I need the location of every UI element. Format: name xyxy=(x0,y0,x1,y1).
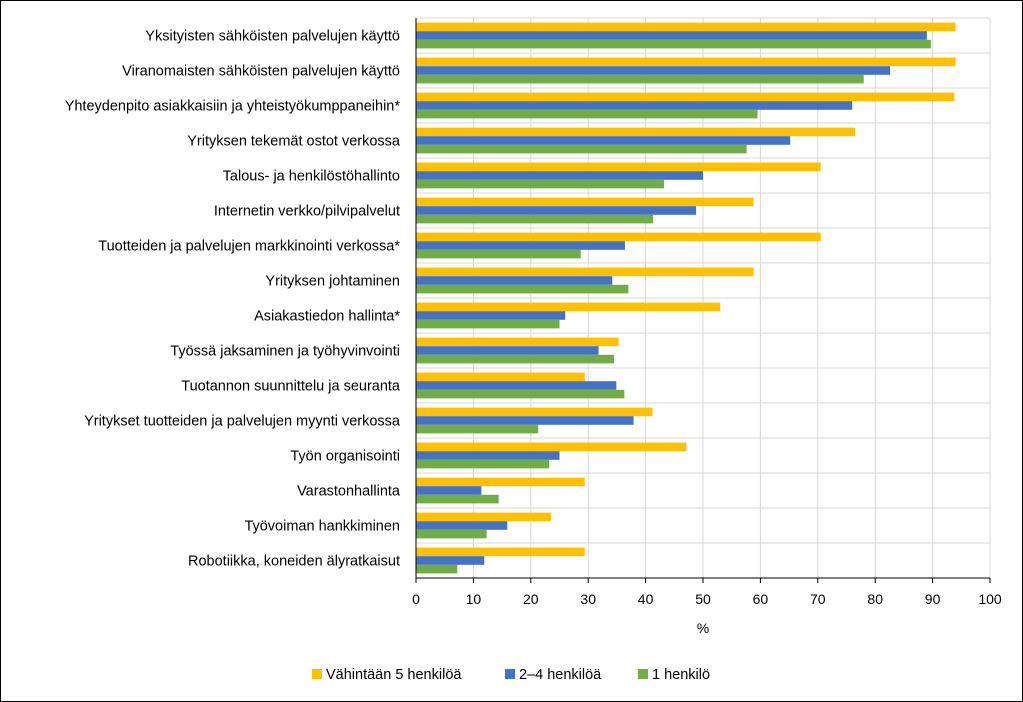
bar-2-7 xyxy=(416,241,625,250)
bar-1-6 xyxy=(416,197,754,207)
bar-2-9 xyxy=(416,311,566,320)
bar-1-5 xyxy=(416,162,821,172)
legend-swatch xyxy=(638,669,648,679)
bar-3-9 xyxy=(416,319,560,329)
bar-1-16 xyxy=(416,547,585,557)
bar-2-12 xyxy=(416,416,634,425)
x-tick-label: 20 xyxy=(523,591,539,607)
bar-3-15 xyxy=(416,529,487,539)
bar-3-2 xyxy=(416,74,864,84)
bar-3-4 xyxy=(416,144,747,154)
bar-2-14 xyxy=(416,486,482,495)
legend-item-3: 1 henkilö xyxy=(638,667,710,683)
category-label: Talous- ja henkilöstöhallinto xyxy=(223,169,400,185)
x-tick-label: 80 xyxy=(867,591,883,607)
legend-label: 2–4 henkilöä xyxy=(519,667,602,683)
category-label: Työvoiman hankkiminen xyxy=(244,519,400,535)
category-label: Yksityisten sähköisten palvelujen käyttö xyxy=(145,29,400,45)
bar-1-3 xyxy=(416,92,955,102)
category-label: Robotiikka, koneiden älyratkaisut xyxy=(188,554,400,570)
category-label: Tuotannon suunnittelu ja seuranta xyxy=(181,379,401,395)
bars xyxy=(416,22,956,574)
category-label: Yritykset tuotteiden ja palvelujen myynt… xyxy=(84,414,401,430)
category-label: Asiakastiedon hallinta* xyxy=(254,309,400,325)
bar-3-1 xyxy=(416,39,931,49)
bar-1-15 xyxy=(416,512,551,522)
bar-1-12 xyxy=(416,407,653,417)
category-labels: Yksityisten sähköisten palvelujen käyttö… xyxy=(65,29,401,570)
bar-2-10 xyxy=(416,346,599,355)
bar-3-11 xyxy=(416,389,625,399)
x-tick-label: 0 xyxy=(412,591,420,607)
category-label: Yrityksen johtaminen xyxy=(265,274,400,290)
bar-2-4 xyxy=(416,136,791,145)
legend: Vähintään 5 henkilöä 2–4 henkilöä 1 henkil… xyxy=(312,667,710,683)
bar-1-10 xyxy=(416,337,619,347)
bar-1-13 xyxy=(416,442,687,452)
bar-2-6 xyxy=(416,206,697,215)
x-tick-label: 60 xyxy=(753,591,769,607)
bar-3-5 xyxy=(416,179,664,189)
bar-2-8 xyxy=(416,276,613,285)
x-tick-label: 30 xyxy=(580,591,596,607)
bar-2-15 xyxy=(416,521,508,530)
axes xyxy=(415,18,991,583)
category-label: Viranomaisten sähköisten palvelujen käyt… xyxy=(122,64,400,80)
category-label: Internetin verkko/pilvipalvelut xyxy=(214,204,400,220)
bar-1-2 xyxy=(416,57,956,67)
bar-2-2 xyxy=(416,66,891,75)
category-label: Varastonhallinta xyxy=(297,484,401,500)
bar-3-6 xyxy=(416,214,654,224)
bar-3-7 xyxy=(416,249,581,259)
legend-swatch xyxy=(505,669,515,679)
category-label: Yrityksen tekemät ostot verkossa xyxy=(187,134,401,150)
bar-2-11 xyxy=(416,381,617,390)
legend-label: Vähintään 5 henkilöä xyxy=(326,667,462,683)
bar-3-3 xyxy=(416,109,758,119)
bar-2-13 xyxy=(416,451,560,460)
bar-3-14 xyxy=(416,494,499,504)
x-tick-label: 70 xyxy=(810,591,826,607)
x-axis-title: % xyxy=(697,620,709,636)
bar-1-4 xyxy=(416,127,856,137)
x-tick-labels: 0 10 20 30 40 50 60 70 80 90 100 xyxy=(412,591,1002,607)
bar-1-9 xyxy=(416,302,721,312)
legend-swatch xyxy=(312,669,322,679)
bar-3-16 xyxy=(416,564,458,574)
bar-1-7 xyxy=(416,232,821,242)
x-tick-label: 50 xyxy=(695,591,711,607)
x-tick-label: 100 xyxy=(978,591,1002,607)
x-tick-label: 10 xyxy=(466,591,482,607)
bar-1-11 xyxy=(416,372,585,382)
x-tick-label: 90 xyxy=(925,591,941,607)
category-label: Yhteydenpito asiakkaisiin ja yhteistyöku… xyxy=(65,99,401,115)
category-label: Työssä jaksaminen ja työhyvinvointi xyxy=(170,344,400,360)
legend-item-2: 2–4 henkilöä xyxy=(505,667,602,683)
legend-label: 1 henkilö xyxy=(652,667,710,683)
bar-3-10 xyxy=(416,354,615,364)
bar-3-13 xyxy=(416,459,550,469)
bar-2-1 xyxy=(416,31,927,40)
legend-item-1: Vähintään 5 henkilöä xyxy=(312,667,462,683)
bar-2-3 xyxy=(416,101,853,110)
bar-3-8 xyxy=(416,284,629,294)
x-tick-label: 40 xyxy=(638,591,654,607)
bar-1-8 xyxy=(416,267,754,277)
bar-1-1 xyxy=(416,22,956,32)
bar-1-14 xyxy=(416,477,585,487)
bar-2-5 xyxy=(416,171,703,180)
category-label: Tuotteiden ja palvelujen markkinointi ve… xyxy=(98,239,400,255)
bar-2-16 xyxy=(416,556,485,565)
category-label: Työn organisointi xyxy=(290,449,400,465)
bar-3-12 xyxy=(416,424,539,434)
